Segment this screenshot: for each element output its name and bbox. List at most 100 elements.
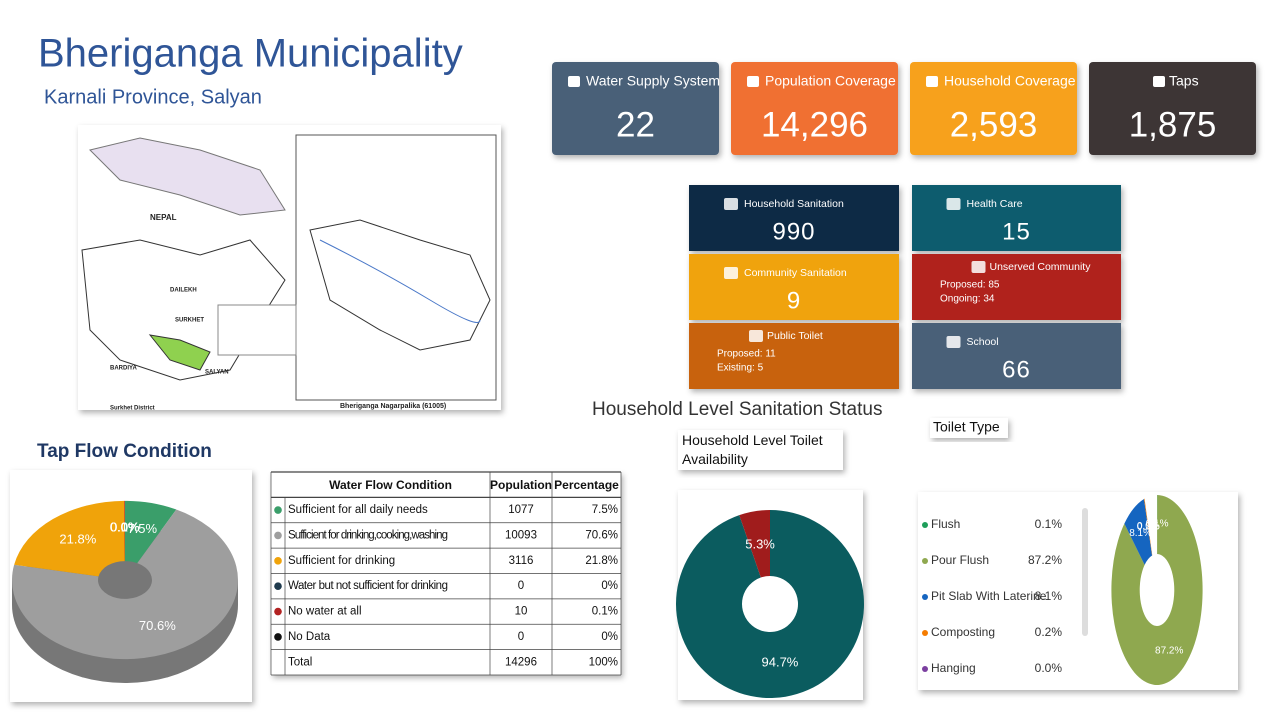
tile-line: Ongoing: 34	[940, 294, 995, 305]
card-value: 14,296	[761, 105, 868, 144]
legend-value: 0.0%	[1035, 661, 1063, 675]
row-dot	[274, 608, 282, 616]
legend-label: Hanging	[931, 661, 976, 675]
map-label: SALYAN	[205, 370, 229, 376]
slice-label: 87.2%	[1155, 646, 1183, 657]
table-cell: Sufficient for all daily needs	[288, 504, 428, 516]
subtitle: Karnali Province, Salyan	[44, 86, 262, 108]
table-cell: Sufficient for drinking,cooking,washing	[288, 529, 448, 541]
legend-label: Pour Flush	[931, 553, 989, 567]
tile-label: Unserved Community	[990, 261, 1092, 273]
label-wrap: Household Level Toilet Availability	[682, 431, 842, 471]
slice-label: 94.7%	[762, 655, 799, 670]
table-cell: No Data	[288, 631, 331, 643]
slice-label: 0.0%	[1137, 521, 1160, 532]
section-title: Household Level Sanitation Status	[592, 399, 882, 420]
card-icon	[926, 76, 938, 87]
row-dot	[274, 633, 282, 641]
map-label: SURKHET	[175, 318, 204, 324]
tile-icon	[724, 198, 738, 210]
legend-value: 0.1%	[1035, 517, 1063, 531]
tile-icon	[947, 198, 961, 210]
table-header: Percentage	[554, 478, 619, 492]
map-label: BARDIYA	[110, 366, 137, 372]
legend-dot	[922, 522, 928, 528]
tile-label: Community Sanitation	[744, 267, 847, 279]
table-cell: 70.6%	[585, 529, 618, 541]
legend-label: Flush	[931, 517, 960, 531]
slice-label: 21.8%	[59, 532, 96, 547]
card-label: Water Supply System	[586, 73, 720, 89]
legend-label: Composting	[931, 625, 995, 639]
card-value: 2,593	[950, 105, 1038, 144]
table-cell: 14296	[505, 656, 537, 668]
card-icon	[568, 76, 580, 87]
map-label: NEPAL	[150, 213, 177, 222]
table-cell: No water at all	[288, 606, 362, 618]
slice-label: 5.3%	[745, 536, 775, 551]
card-icon	[1153, 76, 1165, 87]
tile-label: Health Care	[967, 198, 1023, 210]
table-cell: 0	[518, 580, 524, 592]
slice-label: 70.6%	[139, 618, 176, 633]
table-cell: Sufficient for drinking	[288, 555, 395, 567]
tile-value: 66	[1002, 356, 1031, 383]
row-dot	[274, 557, 282, 565]
tile-value: 9	[787, 287, 801, 314]
table-cell: 1077	[508, 504, 534, 516]
table-header: Water Flow Condition	[329, 478, 452, 492]
tile-icon	[972, 261, 986, 273]
map-label: DAILEKH	[170, 288, 197, 294]
legend-dot	[922, 666, 928, 672]
map-label: Bheriganga Nagarpalika (61005)	[340, 403, 446, 410]
legend-value: 8.1%	[1035, 589, 1063, 603]
tile-icon	[724, 267, 738, 279]
table-cell: 0.1%	[592, 606, 618, 618]
table-cell: 21.8%	[585, 555, 618, 567]
row-dot	[274, 506, 282, 514]
tile-icon	[947, 336, 961, 348]
title: Bheriganga Municipality	[38, 32, 463, 76]
legend-label: Pit Slab With Laterine	[931, 589, 1047, 603]
table-cell: 0	[518, 631, 524, 643]
table-cell: 7.5%	[592, 504, 618, 516]
table-cell: 0%	[601, 631, 618, 643]
card-icon	[747, 76, 759, 87]
table-cell: Total	[288, 656, 312, 668]
tap-title: Tap Flow Condition	[37, 441, 212, 462]
scrollbar[interactable]	[1082, 508, 1088, 636]
row-dot	[274, 532, 282, 540]
availability-title: Household Level Toilet Availability	[682, 431, 842, 469]
tile-value: 990	[772, 218, 815, 245]
legend-dot	[922, 630, 928, 636]
legend-dot	[922, 558, 928, 564]
card-label: Household Coverage	[944, 73, 1076, 89]
legend-value: 0.2%	[1035, 625, 1063, 639]
map-label: Surkhet District	[110, 406, 155, 412]
table-cell: 0%	[601, 580, 618, 592]
legend-value: 87.2%	[1028, 553, 1062, 567]
card-value: 1,875	[1129, 105, 1217, 144]
table-cell: 100%	[589, 656, 618, 668]
tile-value: 15	[1002, 218, 1031, 245]
table-cell: 3116	[509, 555, 534, 567]
tile-label: Public Toilet	[767, 330, 823, 342]
card-label: Taps	[1169, 73, 1199, 89]
table-cell: 10093	[505, 529, 537, 541]
card-value: 22	[616, 105, 655, 144]
tile-icon	[749, 330, 763, 342]
tile-line: Proposed: 11	[717, 349, 776, 360]
row-dot	[274, 582, 282, 590]
tile-label: School	[967, 336, 999, 348]
table-header: Population	[490, 478, 552, 492]
table-cell: 10	[515, 606, 528, 618]
legend-dot	[922, 594, 928, 600]
tile-line: Existing: 5	[717, 363, 764, 374]
tile-line: Proposed: 85	[940, 280, 1000, 291]
tile-label: Household Sanitation	[744, 198, 844, 210]
table-cell: Water but not sufficient for drinking	[288, 580, 448, 592]
map-legend	[218, 305, 296, 355]
slice-label: 0.0%	[110, 520, 140, 535]
